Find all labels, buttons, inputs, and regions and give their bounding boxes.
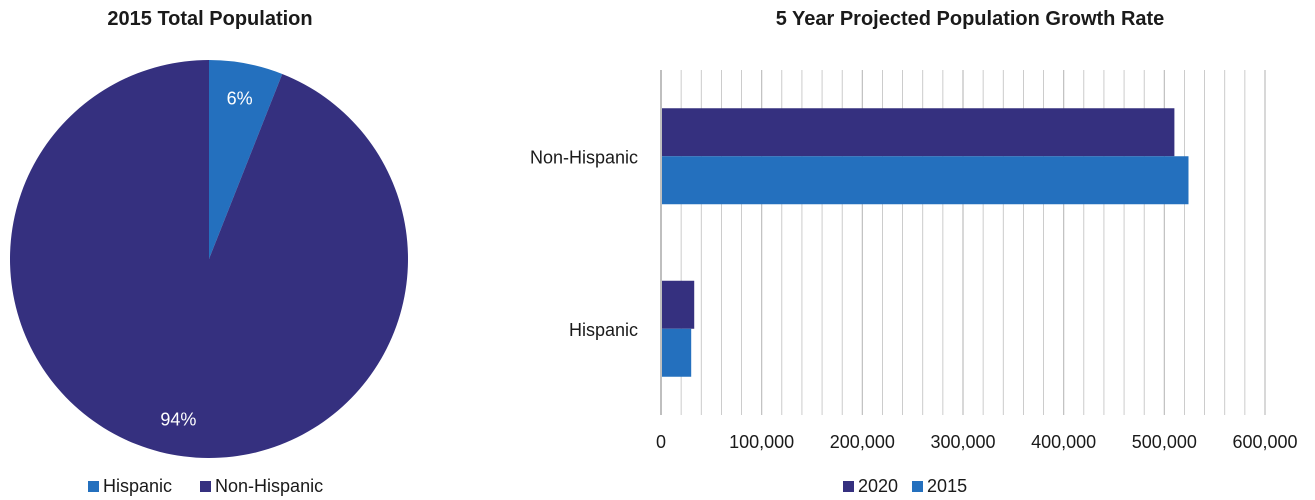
legend-swatch-non-hispanic	[200, 481, 212, 492]
legend-label-non-hispanic: Non-Hispanic	[215, 476, 324, 496]
x-tick-label: 0	[656, 432, 666, 452]
pie-slice-hispanic	[209, 60, 283, 259]
bar-chart: 0 100,000 200,000 300,000 400,000 500,000 600,…	[530, 70, 1298, 452]
x-tick-label: 500,000	[1132, 432, 1197, 452]
legend-item-2015: 2015	[912, 476, 967, 497]
x-tick-label: 400,000	[1031, 432, 1096, 452]
bar-non-hispanic-2020	[662, 108, 1175, 157]
pie-label-hispanic: 6%	[227, 89, 253, 109]
pie-chart: 6% 94%	[9, 60, 409, 459]
pie-slice-non-hispanic	[9, 60, 409, 459]
legend-item-hispanic: Hispanic	[88, 476, 172, 497]
legend-swatch-2020	[843, 481, 854, 492]
bar-hispanic-2020	[662, 280, 695, 329]
x-tick-label: 200,000	[830, 432, 895, 452]
x-tick-label: 100,000	[729, 432, 794, 452]
x-tick-label: 300,000	[930, 432, 995, 452]
bar-hispanic-2015	[662, 328, 692, 377]
x-tick-label: 600,000	[1232, 432, 1297, 452]
bar-chart-title: 5 Year Projected Population Growth Rate	[775, 8, 1165, 30]
bar-non-hispanic-2015	[662, 156, 1189, 205]
category-label: Non-Hispanic	[530, 147, 638, 167]
pie-chart-title: 2015 Total Population	[107, 8, 313, 30]
legend-label-2015: 2015	[927, 476, 968, 496]
legend-item-2020: 2020	[843, 476, 898, 497]
legend-swatch-2015	[912, 481, 924, 492]
legend-item-non-hispanic: Non-Hispanic	[200, 476, 323, 497]
pie-legend: Hispanic Non-Hispanic	[88, 476, 323, 497]
legend-swatch-hispanic	[88, 481, 99, 492]
legend-label-2020: 2020	[858, 476, 899, 496]
legend-label-hispanic: Hispanic	[103, 476, 173, 496]
bar-legend: 2020 2015	[843, 476, 967, 497]
pie-label-non-hispanic: 94%	[160, 409, 196, 429]
category-label: Hispanic	[569, 320, 638, 340]
